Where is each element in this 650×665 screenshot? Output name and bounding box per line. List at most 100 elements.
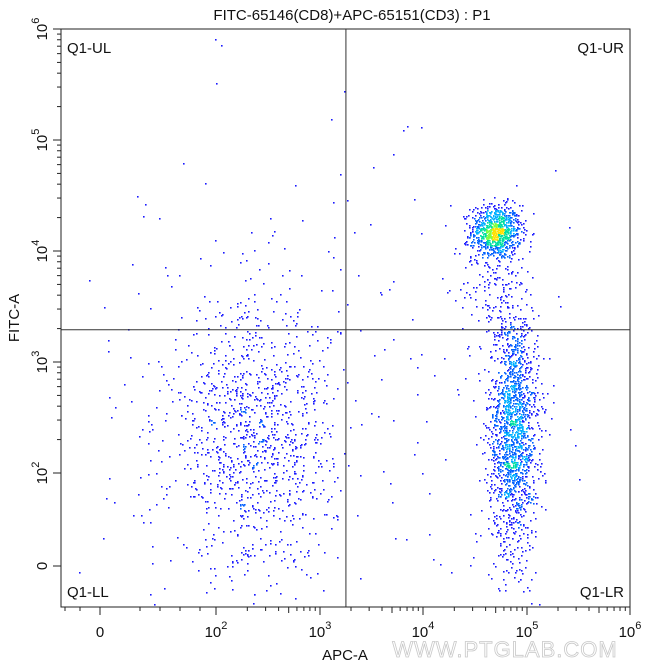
event-dot [517,427,519,429]
event-dot [526,353,528,355]
event-dot [524,470,526,472]
event-dot [516,230,518,232]
event-dot [227,393,229,395]
event-dot [274,448,276,450]
event-dot [517,428,519,430]
event-dot [499,220,501,222]
event-dot [497,477,499,479]
event-dot [519,243,521,245]
event-dot [497,440,499,442]
event-dot [514,377,516,379]
event-dot [232,561,234,563]
event-dot [242,515,244,517]
event-dot [514,439,516,441]
event-dot [191,486,193,488]
x-tick-label: 0 [96,624,104,641]
event-dot [516,399,518,401]
event-dot [255,396,257,398]
event-dot [516,413,518,415]
event-dot [478,243,480,245]
event-dot [517,400,519,402]
event-dot [214,502,216,504]
event-dot [490,219,492,221]
event-dot [517,464,519,466]
event-dot [267,393,269,395]
event-dot [273,355,275,357]
event-dot [256,398,258,400]
event-dot [499,235,501,237]
event-dot [289,444,291,446]
event-dot [525,443,527,445]
event-dot [285,362,287,364]
event-dot [258,387,260,389]
event-dot [207,437,209,439]
event-dot [255,446,257,448]
event-dot [310,577,312,579]
event-dot [518,387,520,389]
event-dot [220,448,222,450]
event-dot [522,351,524,353]
event-dot [236,425,238,427]
event-dot [511,273,513,275]
event-dot [297,392,299,394]
event-dot [514,478,516,480]
event-dot [303,398,305,400]
event-dot [523,483,525,485]
event-dot [264,406,266,408]
event-dot [485,247,487,249]
event-dot [518,215,520,217]
event-dot [253,429,255,431]
event-dot [517,305,519,307]
event-dot [495,224,497,226]
event-dot [246,406,248,408]
event-dot [534,393,536,395]
event-dot [481,245,483,247]
event-dot [231,460,233,462]
event-dot [519,345,521,347]
event-dot [517,343,519,345]
event-dot [297,390,299,392]
event-dot [498,494,500,496]
event-dot [503,233,505,235]
event-dot [241,494,243,496]
event-dot [503,237,505,239]
event-dot [529,410,531,412]
event-dot [499,230,501,232]
event-dot [381,379,383,381]
event-dot [261,462,263,464]
event-dot [501,219,503,221]
event-dot [520,459,522,461]
event-dot [541,430,543,432]
event-dot [169,456,171,458]
event-dot [287,375,289,377]
event-dot [250,456,252,458]
event-dot [242,377,244,379]
event-dot [488,237,490,239]
event-dot [509,414,511,416]
event-dot [513,487,515,489]
event-dot [196,333,198,335]
event-dot [521,424,523,426]
event-dot [261,346,263,348]
event-dot [247,460,249,462]
event-dot [244,451,246,453]
event-dot [227,466,229,468]
event-dot [485,262,487,264]
event-dot [104,307,106,309]
event-dot [507,412,509,414]
event-dot [148,415,150,417]
event-dot [493,272,495,274]
event-dot [498,236,500,238]
event-dot [489,267,491,269]
event-dot [492,450,494,452]
event-dot [513,483,515,485]
event-dot [230,457,232,459]
event-dot [499,247,501,249]
event-dot [520,326,522,328]
event-dot [179,399,181,401]
event-dot [261,420,263,422]
event-dot [506,483,508,485]
event-dot [286,389,288,391]
event-dot [506,559,508,561]
event-dot [275,477,277,479]
